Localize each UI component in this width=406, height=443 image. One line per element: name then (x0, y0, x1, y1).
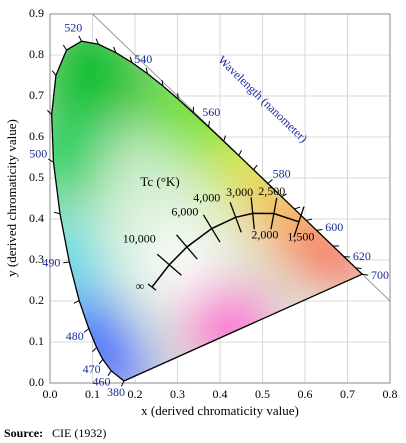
y-tick-label: 0.8 (29, 47, 44, 61)
y-tick-label: 0.0 (29, 375, 44, 389)
locus-tick (62, 44, 67, 51)
source-label: Source: (4, 426, 43, 440)
isotherm (147, 283, 157, 291)
locus-tick (281, 193, 288, 198)
temperature-label: 6,000 (171, 205, 198, 219)
y-tick-label: 0.7 (29, 88, 44, 102)
locus-tick (294, 206, 301, 210)
source: CIE (1932) (52, 426, 106, 440)
locus-tick (223, 135, 226, 142)
locus-tick (120, 380, 125, 387)
plot-frame (49, 13, 391, 384)
locus-tick (63, 261, 70, 264)
temperature-label: 2,000 (251, 227, 278, 241)
x-tick-label: 0.6 (298, 387, 313, 401)
temperature-label: 3,000 (226, 185, 253, 199)
locus-tick (145, 67, 149, 74)
locus-tick (113, 46, 117, 53)
planckian-locus (151, 212, 300, 288)
temperature-label: ∞ (136, 279, 145, 293)
x-tick-label: 0.8 (383, 387, 398, 401)
x-tick-label: 0.0 (43, 387, 58, 401)
locus-tick (316, 228, 323, 231)
locus-tick (83, 328, 90, 333)
wavelength-label: 560 (202, 105, 220, 119)
isotherm (202, 214, 221, 243)
y-tick-label: 0.6 (29, 129, 44, 143)
locus-tick (253, 164, 258, 171)
x-tick-label: 0.5 (255, 387, 270, 401)
isotherm (229, 202, 242, 233)
locus-tick (306, 218, 313, 221)
temperature-label: 4,000 (193, 190, 220, 204)
wavelength-label: 490 (42, 255, 60, 269)
locus-tick (362, 273, 369, 276)
x-tick-label: 0.7 (340, 387, 355, 401)
isotherm (176, 234, 198, 260)
spectral-locus (51, 40, 364, 382)
locus-tick (92, 347, 97, 353)
wavelength-label: 540 (134, 52, 152, 66)
y-tick-label: 0.1 (29, 334, 44, 348)
temperature-label: 10,000 (123, 232, 156, 246)
x-axis-label: x (derived chromaticity value) (141, 403, 299, 418)
locus-tick (267, 179, 273, 184)
wavelength-label: 520 (64, 21, 82, 35)
locus-tick (73, 300, 80, 304)
wavelength-label: 460 (92, 374, 110, 388)
isotherm (293, 206, 305, 238)
x-tick-label: 0.3 (170, 387, 185, 401)
locus-tick (161, 80, 164, 87)
y-tick-label: 0.4 (29, 211, 44, 225)
y-axis-label: y (derived chromaticity value) (4, 119, 19, 277)
locus-tick (238, 150, 242, 156)
locus-tick (51, 70, 57, 76)
locus-tick (78, 35, 83, 42)
isotherm (250, 197, 255, 230)
locus-tick (95, 38, 99, 45)
planck-title: Tc (°K) (140, 174, 179, 189)
isotherm (270, 197, 278, 230)
wavelength-label: 480 (66, 329, 84, 343)
temperature-label: 2,500 (258, 184, 285, 198)
y-tick-label: 0.9 (29, 6, 44, 20)
locus-tick (48, 158, 54, 163)
wavelength-label: 600 (325, 220, 343, 234)
locus-tick (54, 211, 61, 215)
locus-tick (355, 267, 362, 270)
x-tick-label: 0.2 (128, 387, 143, 401)
locus-tick (46, 110, 53, 115)
locus-tick (208, 120, 210, 128)
y-tick-label: 0.5 (29, 170, 44, 184)
locus-tick (107, 370, 112, 377)
wavelength-label: 380 (107, 385, 125, 399)
wavelength-label: 470 (83, 362, 101, 376)
x-tick-label: 0.1 (85, 387, 100, 401)
temperature-label: 1,500 (287, 230, 314, 244)
y-tick-label: 0.3 (29, 252, 44, 266)
wavelength-label: 500 (29, 147, 47, 161)
locus-tick (129, 56, 133, 63)
isotherm (156, 253, 182, 276)
locus-tick (98, 358, 104, 365)
wavelength-label: 580 (273, 166, 291, 180)
wavelength-label: 620 (353, 249, 371, 263)
y-tick-label: 0.2 (29, 293, 44, 307)
x-tick-label: 0.4 (213, 387, 228, 401)
wavelength-label: 700 (371, 268, 389, 282)
